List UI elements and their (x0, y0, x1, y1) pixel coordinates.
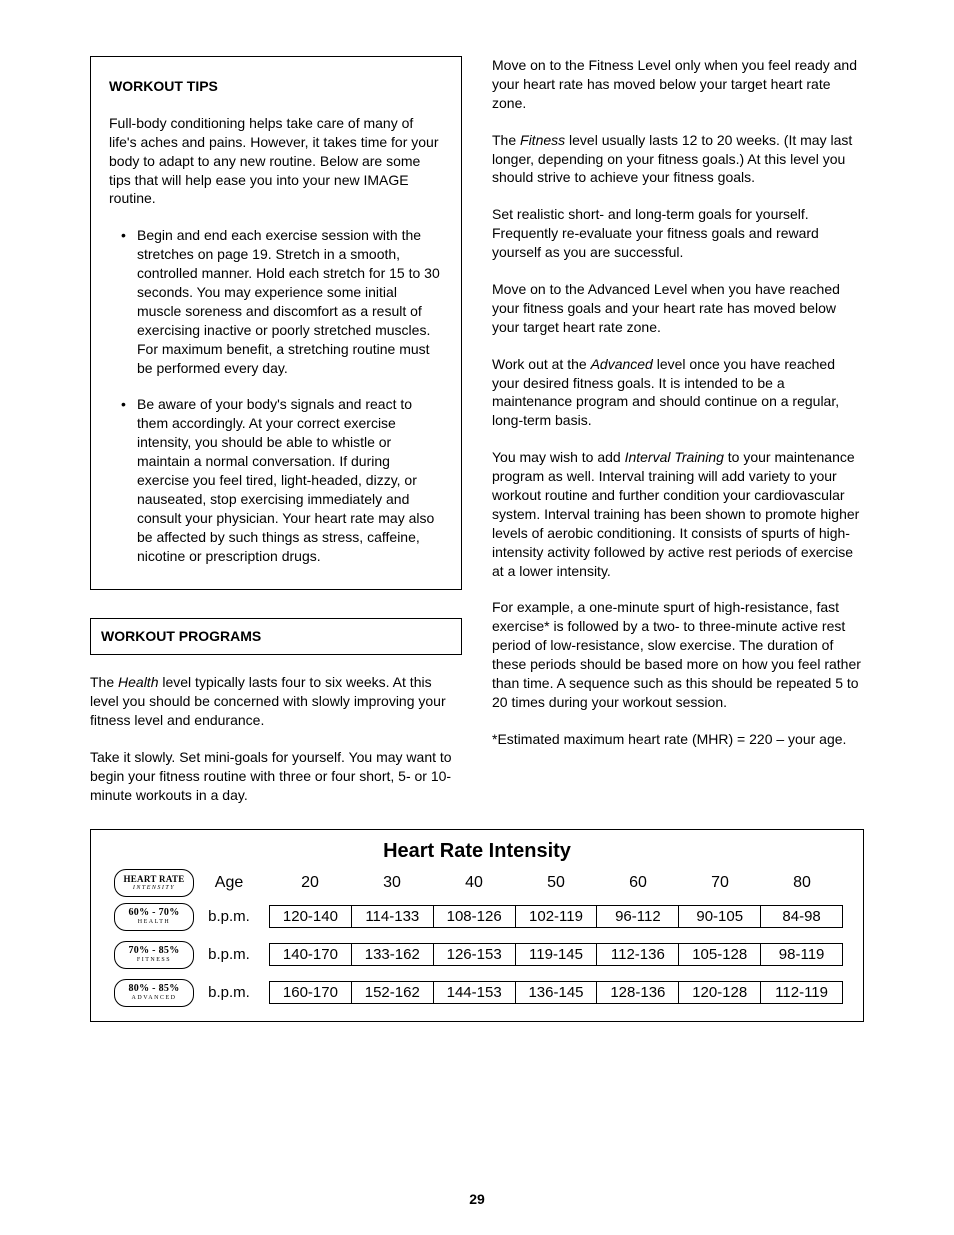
bullet-stretching: Begin and end each exercise session with… (109, 226, 443, 377)
age-label: Age (197, 874, 261, 892)
interval-training-para: You may wish to add Interval Training to… (492, 448, 864, 580)
health-badge: 60% - 70% HEALTH (114, 903, 194, 931)
table-row-advanced: 80% - 85% ADVANCED b.p.m. 160-170 152-16… (111, 979, 843, 1007)
health-cells: 120-140 114-133 108-126 102-119 96-112 9… (269, 905, 843, 928)
workout-tips-heading: WORKOUT TIPS (109, 77, 443, 96)
cell: 90-105 (678, 906, 760, 927)
mhr-footnote: *Estimated maximum heart rate (MHR) = 22… (492, 730, 864, 749)
cell: 140-170 (270, 944, 351, 965)
age-20: 20 (269, 874, 351, 892)
page-number: 29 (0, 1191, 954, 1207)
text: Work out at the (492, 356, 591, 372)
cell: 84-98 (760, 906, 842, 927)
cell: 133-162 (351, 944, 433, 965)
cell: 128-136 (596, 982, 678, 1003)
interval-em: Interval Training (625, 449, 724, 465)
text: The (90, 674, 118, 690)
bpm-label: b.p.m. (197, 908, 261, 925)
bpm-label: b.p.m. (197, 946, 261, 963)
badge-top: 80% - 85% (128, 984, 179, 994)
heart-rate-title: Heart Rate Intensity (111, 840, 843, 863)
cell: 119-145 (515, 944, 597, 965)
workout-tips-bullets: Begin and end each exercise session with… (109, 226, 443, 565)
cell: 102-119 (515, 906, 597, 927)
bullet-body-signals: Be aware of your body's signals and reac… (109, 395, 443, 565)
advanced-em: Advanced (591, 356, 653, 372)
interval-example-para: For example, a one-minute spurt of high-… (492, 598, 864, 711)
fitness-em: Fitness (520, 132, 565, 148)
badge-bot: ADVANCED (132, 995, 177, 1001)
cell: 112-119 (760, 982, 842, 1003)
advanced-level-para: Work out at the Advanced level once you … (492, 355, 864, 431)
cell: 105-128 (678, 944, 760, 965)
text: You may wish to add (492, 449, 625, 465)
health-level-para: The Health level typically lasts four to… (90, 673, 462, 730)
fitness-level-para: The Fitness level usually lasts 12 to 20… (492, 131, 864, 188)
age-60: 60 (597, 874, 679, 892)
cell: 108-126 (433, 906, 515, 927)
badge-bot: FITNESS (137, 957, 171, 963)
age-30: 30 (351, 874, 433, 892)
take-slowly-para: Take it slowly. Set mini-goals for yours… (90, 748, 462, 805)
cell: 120-128 (678, 982, 760, 1003)
bpm-label: b.p.m. (197, 984, 261, 1001)
cell: 160-170 (270, 982, 351, 1003)
age-70: 70 (679, 874, 761, 892)
cell: 112-136 (596, 944, 678, 965)
left-column: WORKOUT TIPS Full-body conditioning help… (90, 56, 462, 805)
cell: 136-145 (515, 982, 597, 1003)
table-row-health: 60% - 70% HEALTH b.p.m. 120-140 114-133 … (111, 903, 843, 931)
age-50: 50 (515, 874, 597, 892)
badge-top: 60% - 70% (128, 908, 179, 918)
fitness-cells: 140-170 133-162 126-153 119-145 112-136 … (269, 943, 843, 966)
fitness-badge: 70% - 85% FITNESS (114, 941, 194, 969)
table-header-row: HEART RATE INTENSITY Age 20 30 40 50 60 … (111, 869, 843, 897)
health-em: Health (118, 674, 158, 690)
cell: 126-153 (433, 944, 515, 965)
header-badge-cell: HEART RATE INTENSITY (111, 869, 197, 897)
move-to-fitness-para: Move on to the Fitness Level only when y… (492, 56, 864, 113)
cell: 144-153 (433, 982, 515, 1003)
heart-rate-intensity-badge: HEART RATE INTENSITY (114, 869, 194, 897)
age-header-cells: 20 30 40 50 60 70 80 (269, 874, 843, 892)
workout-programs-heading: WORKOUT PROGRAMS (90, 618, 462, 655)
age-40: 40 (433, 874, 515, 892)
badge-bot: HEALTH (138, 919, 170, 925)
workout-tips-box: WORKOUT TIPS Full-body conditioning help… (90, 56, 462, 590)
cell: 96-112 (596, 906, 678, 927)
cell: 152-162 (351, 982, 433, 1003)
badge-bot: INTENSITY (133, 885, 175, 891)
badge-top: HEART RATE (123, 875, 184, 884)
badge-top: 70% - 85% (128, 946, 179, 956)
text: to your maintenance program as well. Int… (492, 449, 859, 578)
advanced-badge: 80% - 85% ADVANCED (114, 979, 194, 1007)
workout-tips-intro: Full-body conditioning helps take care o… (109, 114, 443, 208)
heart-rate-table: Heart Rate Intensity HEART RATE INTENSIT… (90, 829, 864, 1022)
cell: 120-140 (270, 906, 351, 927)
cell: 114-133 (351, 906, 433, 927)
cell: 98-119 (760, 944, 842, 965)
age-80: 80 (761, 874, 843, 892)
advanced-cells: 160-170 152-162 144-153 136-145 128-136 … (269, 981, 843, 1004)
table-row-fitness: 70% - 85% FITNESS b.p.m. 140-170 133-162… (111, 941, 843, 969)
move-to-advanced-para: Move on to the Advanced Level when you h… (492, 280, 864, 337)
right-column: Move on to the Fitness Level only when y… (492, 56, 864, 805)
two-column-layout: WORKOUT TIPS Full-body conditioning help… (90, 56, 864, 805)
realistic-goals-para: Set realistic short- and long-term goals… (492, 205, 864, 262)
text: The (492, 132, 520, 148)
